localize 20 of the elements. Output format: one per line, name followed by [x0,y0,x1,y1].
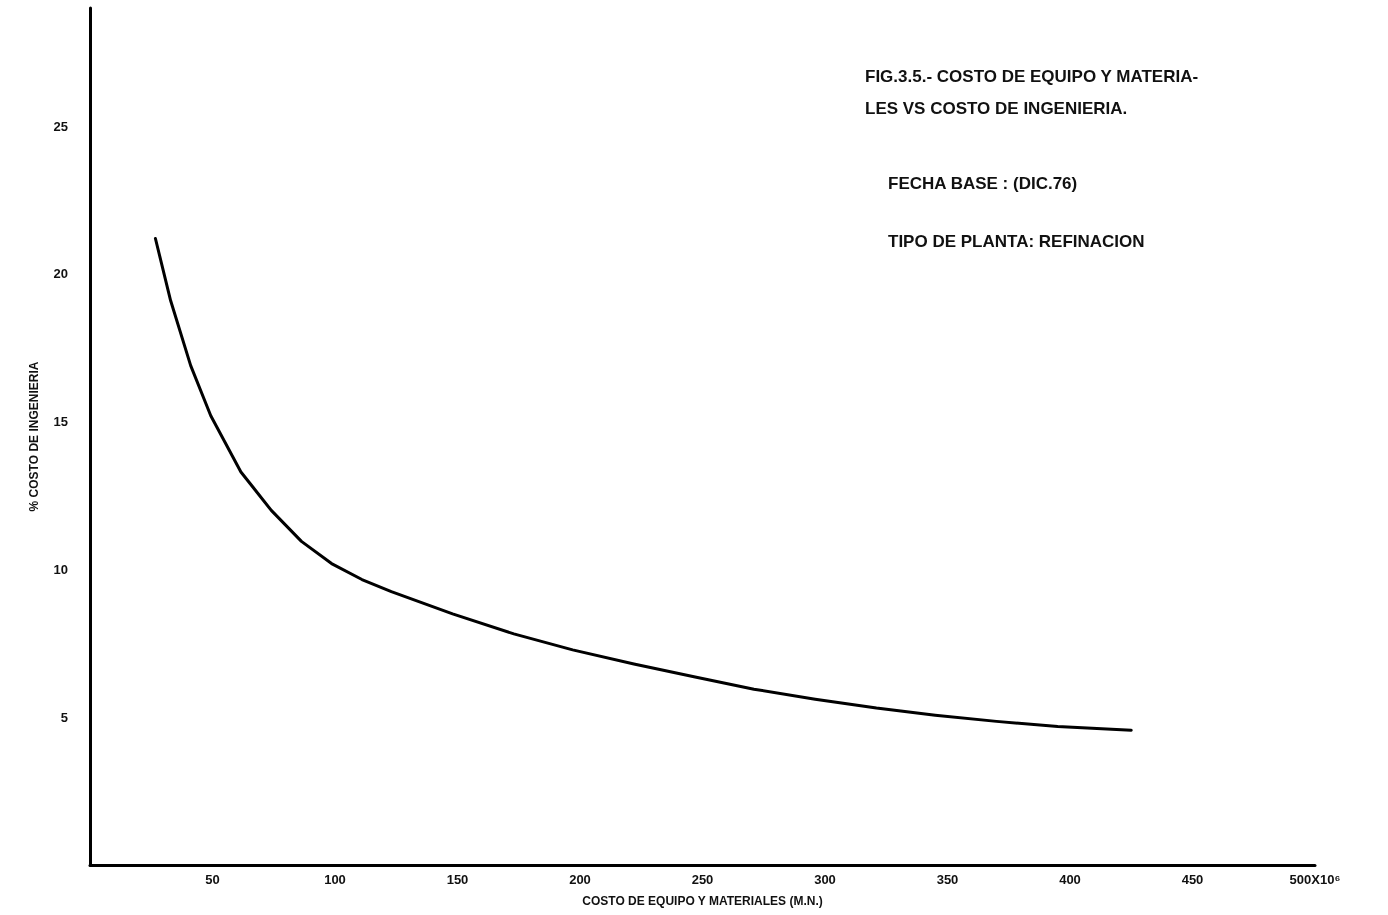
x-axis-title: COSTO DE EQUIPO Y MATERIALES (M.N.) [582,894,823,908]
y-axis-title: % COSTO DE INGENIERIA [27,361,41,512]
annotation: FECHA BASE : (DIC.76) [888,174,1078,193]
y-tick-label: 5 [60,709,68,725]
x-tick-label: 500X10⁶ [1289,872,1341,887]
x-tick-label: 350 [936,872,959,887]
y-tick-label: 20 [53,266,68,282]
x-tick-label: 450 [1181,872,1204,887]
x-tick-label: 250 [691,872,714,887]
annotation: TIPO DE PLANTA: REFINACION [888,232,1145,251]
x-tick-label: 300 [814,872,836,887]
x-tick-label: 150 [446,872,469,887]
y-tick-label: 10 [53,561,68,577]
x-tick-label: 200 [569,872,591,887]
x-tick-label: 50 [205,872,220,887]
text: FIG.3.5.- COSTO DE EQUIPO Y MATERIA- LES VS COSTO DE INGENIERIA. [865,66,1199,118]
x-tick-label: 400 [1059,872,1081,887]
x-tick-label: 100 [324,872,346,887]
y-tick-label: 15 [53,414,68,430]
y-tick-label: 25 [53,118,68,134]
